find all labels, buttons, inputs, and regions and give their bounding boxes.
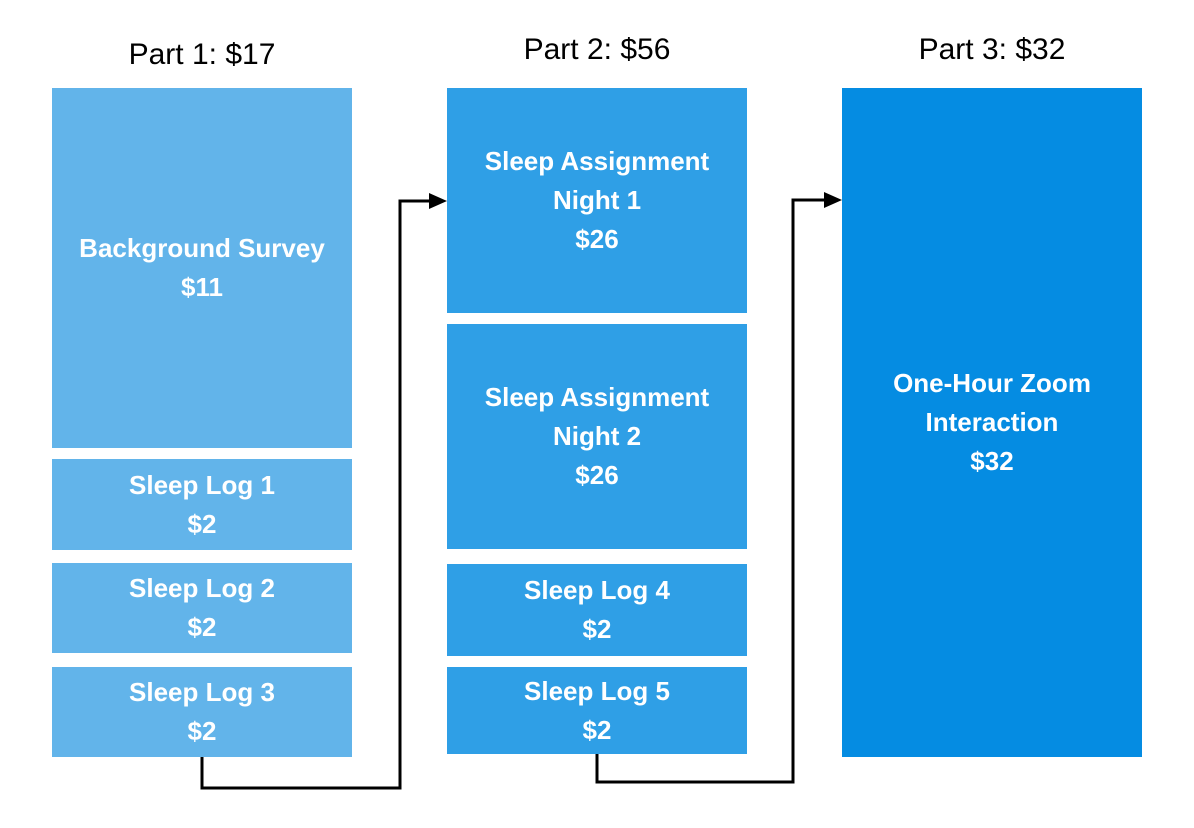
box-amount: $2 — [582, 614, 612, 644]
box-label: Sleep Log 2 — [129, 573, 275, 603]
sleep-log-4-box: Sleep Log 4 $2 — [447, 564, 747, 656]
box-amount: $32 — [970, 446, 1014, 476]
part1-title: Part 1: $17 — [128, 38, 276, 71]
box-amount: $26 — [575, 224, 619, 254]
sleep-log-2-box: Sleep Log 2 $2 — [52, 563, 352, 653]
box-label: Background Survey — [79, 233, 325, 263]
box-label: Sleep Log 1 — [129, 469, 275, 500]
box-amount: $2 — [582, 714, 612, 745]
sleep-log-5-box: Sleep Log 5 $2 — [447, 667, 747, 754]
sleep-assignment-night-1-box: Sleep Assignment Night 1 $26 — [447, 88, 747, 313]
part3-column: Part 3: $32 One-Hour Zoom Interaction $3… — [842, 0, 1142, 828]
box-label: Sleep Assignment — [484, 382, 710, 412]
box-amount: $2 — [187, 612, 217, 642]
part2-column: Part 2: $56 Sleep Assignment Night 1 $26… — [447, 0, 747, 828]
box-amount: $11 — [181, 272, 223, 302]
box-amount: $2 — [187, 508, 217, 539]
box-label-line2: Night 2 — [552, 421, 642, 451]
box-label: One-Hour Zoom — [893, 368, 1091, 398]
sleep-assignment-night-2-box: Sleep Assignment Night 2 $26 — [447, 324, 747, 549]
background-survey-box: Background Survey $11 — [52, 88, 352, 448]
box-label: Sleep Log 3 — [129, 677, 275, 707]
part1-column: Part 1: $17 Background Survey $11 Sleep … — [52, 0, 352, 828]
box-amount: $2 — [187, 716, 217, 746]
part2-title: Part 2: $56 — [523, 33, 671, 66]
sleep-log-1-box: Sleep Log 1 $2 — [52, 459, 352, 550]
box-label: Sleep Log 5 — [524, 675, 670, 706]
box-amount: $26 — [575, 460, 619, 490]
box-label-line2: Night 1 — [552, 185, 642, 215]
arrowhead-icon — [824, 192, 842, 208]
box-label-line2: Interaction — [925, 407, 1059, 437]
box-label: Sleep Assignment — [484, 146, 710, 176]
box-label: Sleep Log 4 — [524, 575, 670, 605]
part3-title: Part 3: $32 — [918, 33, 1066, 66]
sleep-log-3-box: Sleep Log 3 $2 — [52, 667, 352, 757]
one-hour-zoom-interaction-box: One-Hour Zoom Interaction $32 — [842, 88, 1142, 757]
arrowhead-icon — [429, 193, 447, 209]
